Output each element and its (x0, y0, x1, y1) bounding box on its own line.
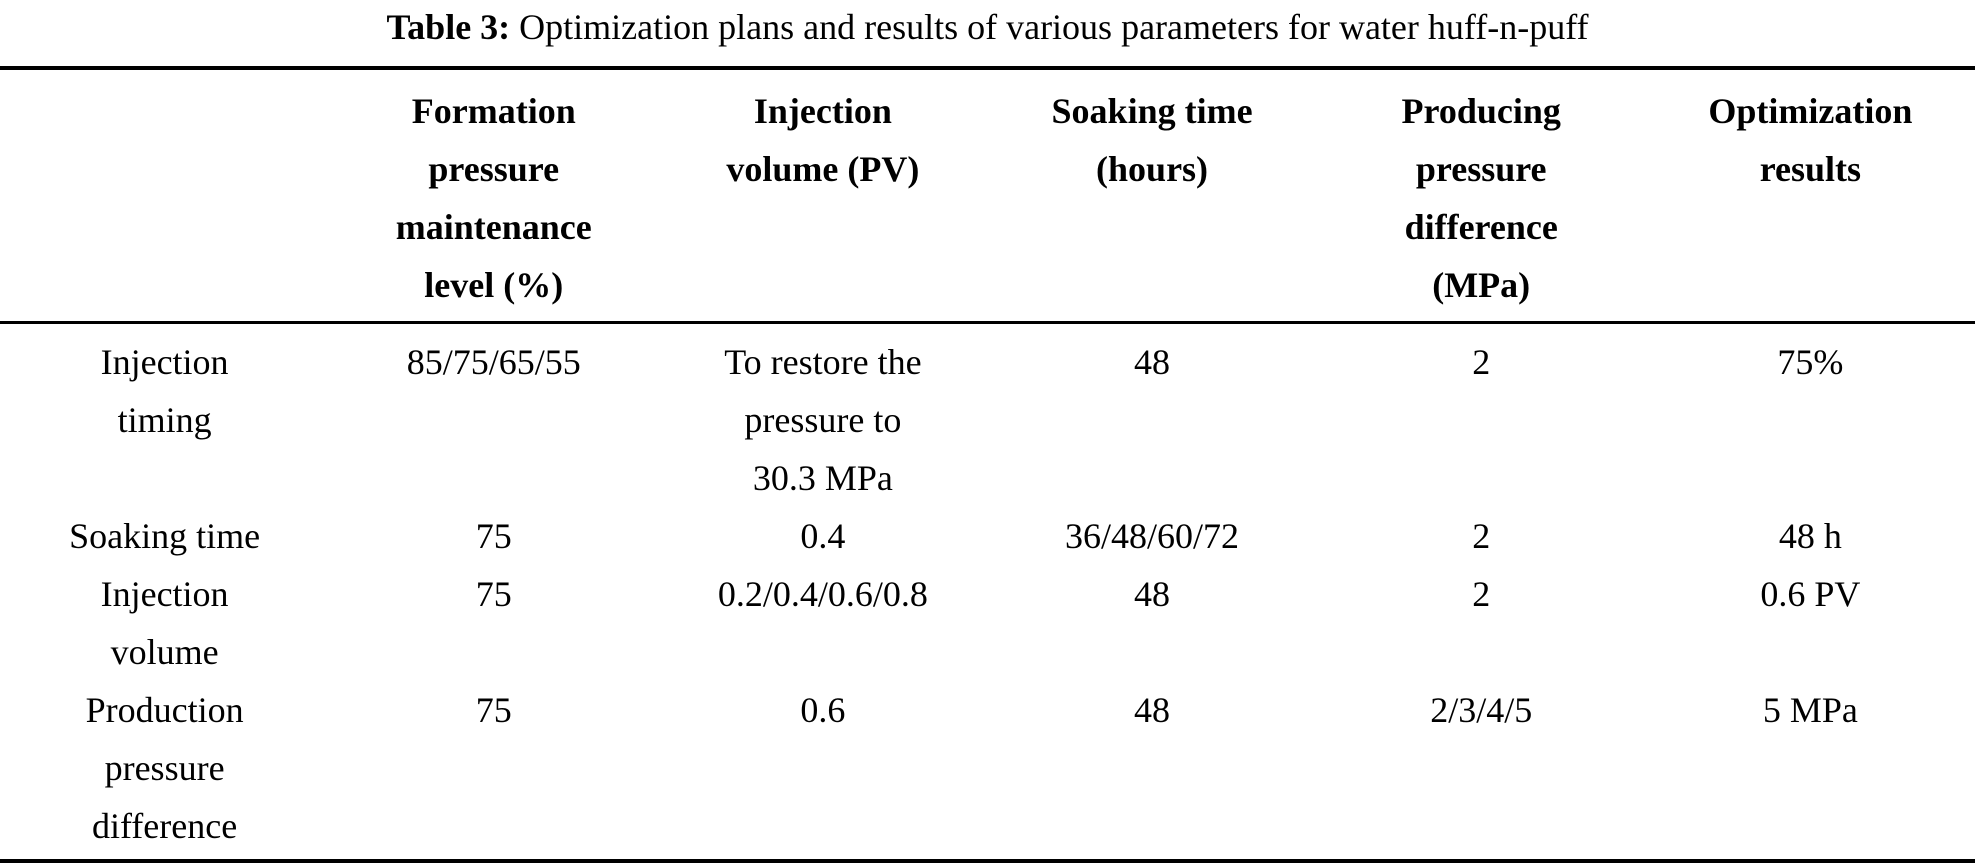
table-header: Formation pressure maintenance level (%)… (0, 68, 1975, 323)
row-label: Injection volume (100, 574, 229, 672)
table-caption-label: Table 3: (386, 7, 511, 47)
table-cell: 75 (475, 574, 512, 614)
column-header-producing-pressure-difference: Producing pressure difference (MPa) (1401, 91, 1561, 305)
table-row-production-pressure-difference: Production pressure difference 75 0.6 48… (0, 681, 1975, 861)
table-caption-text: Optimization plans and results of variou… (519, 7, 1589, 47)
table-body: Injection timing 85/75/65/55 To restore … (0, 323, 1975, 862)
table-cell: 85/75/65/55 (406, 342, 581, 382)
table-cell: 75 (475, 690, 512, 730)
table-row-soaking-time: Soaking time 75 0.4 36/48/60/72 2 48 h (0, 507, 1975, 565)
column-header-soaking-time: Soaking time (hours) (1051, 91, 1253, 189)
table-cell: 48 (1134, 342, 1171, 382)
column-header-formation-pressure-level: Formation pressure maintenance level (%) (395, 91, 592, 305)
table-cell: 2 (1472, 342, 1491, 382)
table-cell: To restore the pressure to 30.3 MPa (724, 342, 922, 498)
row-label: Injection timing (100, 342, 229, 440)
table-row-injection-timing: Injection timing 85/75/65/55 To restore … (0, 323, 1975, 508)
table-caption: Table 3: Optimization plans and results o… (0, 0, 1975, 66)
table-cell: 75 (475, 516, 512, 556)
table-row-injection-volume: Injection volume 75 0.2/0.4/0.6/0.8 48 2… (0, 565, 1975, 681)
table-cell: 36/48/60/72 (1065, 516, 1240, 556)
table-cell: 2 (1472, 574, 1491, 614)
table-cell: 0.4 (800, 516, 846, 556)
table-cell: 48 h (1778, 516, 1842, 556)
table-cell: 0.6 (800, 690, 846, 730)
table-cell: 5 MPa (1762, 690, 1858, 730)
table-cell: 75% (1777, 342, 1844, 382)
table-cell: 48 (1134, 574, 1171, 614)
table-cell: 0.2/0.4/0.6/0.8 (717, 574, 928, 614)
table-cell: 0.6 PV (1760, 574, 1861, 614)
optimization-table: Formation pressure maintenance level (%)… (0, 66, 1975, 863)
row-label: Soaking time (69, 516, 261, 556)
header-row: Formation pressure maintenance level (%)… (0, 68, 1975, 323)
column-header-parameter (0, 68, 329, 323)
table-cell: 2 (1472, 516, 1491, 556)
table-cell: 48 (1134, 690, 1171, 730)
row-label: Production pressure difference (85, 690, 244, 846)
column-header-optimization-results: Optimization results (1708, 91, 1913, 189)
table-cell: 2/3/4/5 (1430, 690, 1533, 730)
column-header-injection-volume: Injection volume (PV) (726, 91, 920, 189)
